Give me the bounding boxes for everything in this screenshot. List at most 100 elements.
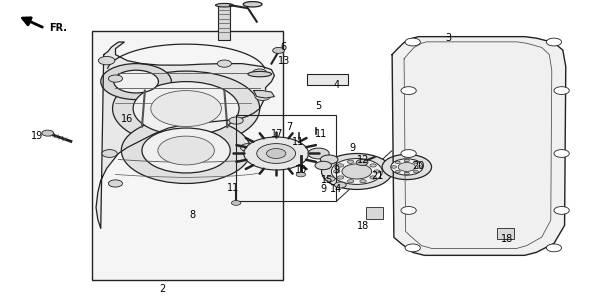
Circle shape	[231, 200, 241, 205]
Circle shape	[360, 160, 366, 163]
Circle shape	[414, 170, 418, 173]
Text: 19: 19	[31, 131, 43, 141]
Circle shape	[546, 244, 562, 252]
Ellipse shape	[243, 2, 262, 7]
Circle shape	[554, 150, 569, 157]
Circle shape	[229, 117, 243, 124]
Circle shape	[391, 159, 423, 175]
Circle shape	[308, 148, 329, 159]
Circle shape	[267, 149, 286, 158]
Circle shape	[337, 176, 344, 179]
Polygon shape	[392, 37, 566, 255]
Circle shape	[99, 56, 115, 65]
Circle shape	[122, 118, 251, 183]
Polygon shape	[96, 42, 274, 228]
Text: 4: 4	[333, 79, 339, 90]
Circle shape	[382, 154, 431, 180]
Text: 7: 7	[286, 122, 292, 132]
Bar	[218, 5, 230, 40]
Text: 21: 21	[371, 171, 384, 181]
Circle shape	[253, 69, 267, 76]
Text: 16: 16	[121, 114, 133, 124]
Circle shape	[42, 130, 54, 136]
Circle shape	[273, 48, 284, 53]
Circle shape	[333, 170, 340, 173]
Circle shape	[296, 172, 306, 177]
Circle shape	[554, 87, 569, 95]
Bar	[92, 31, 283, 280]
Circle shape	[217, 60, 231, 67]
Circle shape	[348, 180, 354, 183]
Circle shape	[337, 164, 344, 167]
Circle shape	[113, 71, 260, 146]
Circle shape	[101, 64, 171, 100]
Polygon shape	[254, 91, 274, 98]
Circle shape	[158, 136, 214, 165]
Text: 11: 11	[292, 137, 304, 147]
Circle shape	[240, 144, 255, 151]
Circle shape	[360, 180, 366, 183]
Text: 12: 12	[356, 155, 369, 165]
Ellipse shape	[248, 71, 271, 77]
Circle shape	[109, 180, 123, 187]
Circle shape	[401, 150, 417, 157]
Circle shape	[315, 161, 332, 170]
Circle shape	[395, 170, 400, 173]
Text: 6: 6	[280, 42, 286, 52]
Circle shape	[395, 161, 400, 164]
Circle shape	[142, 128, 230, 173]
Circle shape	[109, 75, 123, 82]
Circle shape	[405, 38, 420, 46]
Circle shape	[114, 70, 159, 93]
Circle shape	[257, 144, 296, 163]
Text: 20: 20	[412, 161, 425, 171]
Circle shape	[332, 159, 382, 185]
Circle shape	[255, 93, 270, 101]
Circle shape	[102, 150, 117, 157]
Text: 9: 9	[350, 142, 356, 153]
Circle shape	[342, 164, 372, 179]
Circle shape	[348, 160, 354, 163]
Circle shape	[370, 164, 376, 167]
Circle shape	[554, 206, 569, 214]
Circle shape	[404, 159, 409, 162]
Text: 13: 13	[278, 56, 290, 66]
Text: 8: 8	[189, 210, 196, 220]
Circle shape	[398, 163, 415, 171]
Circle shape	[133, 82, 239, 135]
Text: 18: 18	[501, 234, 513, 244]
Text: 9: 9	[320, 185, 326, 194]
Text: 10: 10	[295, 165, 307, 175]
Circle shape	[404, 172, 409, 175]
Text: 2: 2	[159, 284, 166, 294]
Circle shape	[401, 206, 417, 214]
Text: 18: 18	[356, 221, 369, 231]
Bar	[236, 115, 336, 201]
Circle shape	[401, 87, 417, 95]
Text: 14: 14	[330, 185, 342, 194]
Circle shape	[417, 166, 422, 168]
Circle shape	[320, 155, 338, 164]
Circle shape	[356, 160, 368, 166]
Text: FR.: FR.	[49, 23, 67, 33]
Circle shape	[322, 154, 392, 189]
Text: 3: 3	[445, 33, 451, 43]
Circle shape	[405, 244, 420, 252]
Bar	[307, 74, 348, 85]
Circle shape	[414, 161, 418, 164]
Bar	[497, 228, 514, 240]
Circle shape	[335, 182, 346, 188]
Circle shape	[244, 137, 309, 170]
Circle shape	[392, 166, 396, 168]
Circle shape	[370, 176, 376, 179]
Text: 5: 5	[316, 101, 322, 110]
Circle shape	[373, 170, 380, 173]
Circle shape	[546, 38, 562, 46]
Text: 11: 11	[227, 183, 240, 193]
Circle shape	[151, 91, 221, 126]
Circle shape	[326, 177, 335, 182]
Text: 11: 11	[316, 129, 327, 139]
Text: 17: 17	[271, 129, 284, 139]
Text: 15: 15	[321, 175, 333, 185]
Bar	[366, 207, 383, 219]
